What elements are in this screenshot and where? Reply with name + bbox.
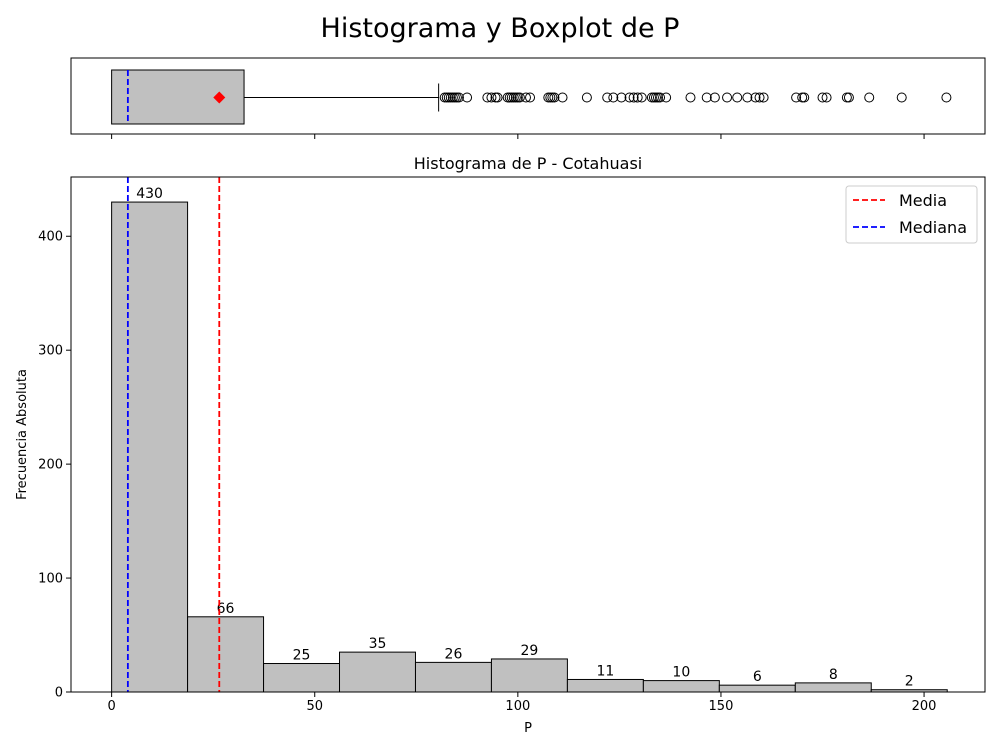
figure-title: Histograma y Boxplot de P (321, 13, 680, 44)
histogram-bar (339, 651, 416, 693)
bar-count-label: 2 (905, 674, 914, 690)
legend-label-media: Media (899, 191, 947, 210)
boxplot-outlier (520, 92, 531, 103)
x-tick-label: 0 (107, 699, 115, 714)
boxplot-outlier (799, 92, 810, 103)
boxplot-outlier (624, 92, 635, 103)
boxplot-outlier (632, 92, 643, 103)
boxplot-outlier (486, 92, 497, 103)
boxplot-axes (70, 57, 986, 139)
y-axis-ticks: 0 100 200 300 400 (38, 230, 71, 701)
histogram-frame (70, 176, 986, 693)
histogram-bars: 430 66 25 35 26 29 11 10 6 8 2 (111, 186, 948, 693)
boxplot-outlier (492, 92, 503, 103)
boxplot-outlier (549, 92, 560, 103)
histogram-title: Histograma de P - Cotahuasi (414, 154, 642, 173)
y-tick-label: 200 (38, 458, 63, 473)
y-tick-label: 0 (55, 686, 63, 701)
histogram-bar (111, 201, 189, 693)
boxplot-outlier (462, 92, 473, 103)
boxplot-outlier (581, 92, 592, 103)
x-tick-label: 200 (912, 699, 937, 714)
boxplot-mean-marker (213, 91, 226, 104)
bar-count-label: 8 (829, 667, 838, 683)
histogram-bar (794, 682, 872, 693)
boxplot-outlier (742, 92, 753, 103)
legend-box (845, 185, 978, 244)
histogram-bar (490, 658, 568, 693)
boxplot-outlier (525, 92, 536, 103)
boxplot-outlier (941, 92, 952, 103)
boxplot-outlier (661, 92, 672, 103)
boxplot-outlier (557, 92, 568, 103)
boxplot-outlier (817, 92, 828, 103)
boxplot-outlier (754, 92, 765, 103)
bar-count-label: 66 (217, 601, 235, 617)
y-axis-label: Frecuencia Absoluta (15, 369, 30, 500)
boxplot-outlier (514, 92, 525, 103)
boxplot-outlier (701, 92, 712, 103)
boxplot-outlier (791, 92, 802, 103)
boxplot-outlier (843, 92, 854, 103)
boxplot-outlier (821, 92, 832, 103)
boxplot-outlier (896, 92, 907, 103)
histogram-bar (414, 661, 492, 693)
histogram-bar (566, 678, 644, 693)
histogram-bar (187, 616, 265, 693)
y-tick-label: 300 (38, 344, 63, 359)
bar-count-label: 35 (369, 636, 387, 652)
boxplot-outlier (709, 92, 720, 103)
bar-count-label: 10 (672, 665, 690, 681)
x-tick-label: 150 (709, 699, 734, 714)
bar-count-label: 11 (596, 663, 614, 679)
histogram-bar (263, 663, 341, 693)
boxplot-outlier (628, 92, 639, 103)
bar-count-label: 430 (136, 186, 163, 202)
histogram-bar (718, 684, 796, 693)
boxplot-outlier (482, 92, 493, 103)
boxplot-content (111, 69, 952, 125)
boxplot-outlier (722, 92, 733, 103)
x-axis-label: P (524, 721, 532, 736)
x-axis-ticks: 0 50 100 150 200 (107, 692, 936, 714)
reference-lines (126, 177, 221, 692)
boxplot-outlier (758, 92, 769, 103)
boxplot-outlier (602, 92, 613, 103)
boxplot-outlier (453, 92, 464, 103)
boxplot-x-ticks (111, 134, 925, 139)
x-tick-label: 100 (505, 699, 530, 714)
boxplot-outlier (732, 92, 743, 103)
boxplot-outlier (750, 92, 761, 103)
boxplot-outlier (608, 92, 619, 103)
bar-count-label: 6 (753, 669, 762, 685)
legend-label-mediana: Mediana (899, 218, 967, 237)
boxplot-outlier (864, 92, 875, 103)
bar-count-label: 29 (521, 643, 539, 659)
boxplot-outlier (685, 92, 696, 103)
bar-count-label: 26 (445, 646, 463, 662)
boxplot-outlier (636, 92, 647, 103)
histogram-bar (642, 680, 720, 693)
bar-count-label: 25 (293, 648, 311, 664)
x-tick-label: 50 (306, 699, 323, 714)
y-tick-label: 100 (38, 572, 63, 587)
y-tick-label: 400 (38, 230, 63, 245)
boxplot-outlier (616, 92, 627, 103)
boxplot-outlier (655, 92, 666, 103)
legend: Media Mediana (845, 185, 978, 244)
